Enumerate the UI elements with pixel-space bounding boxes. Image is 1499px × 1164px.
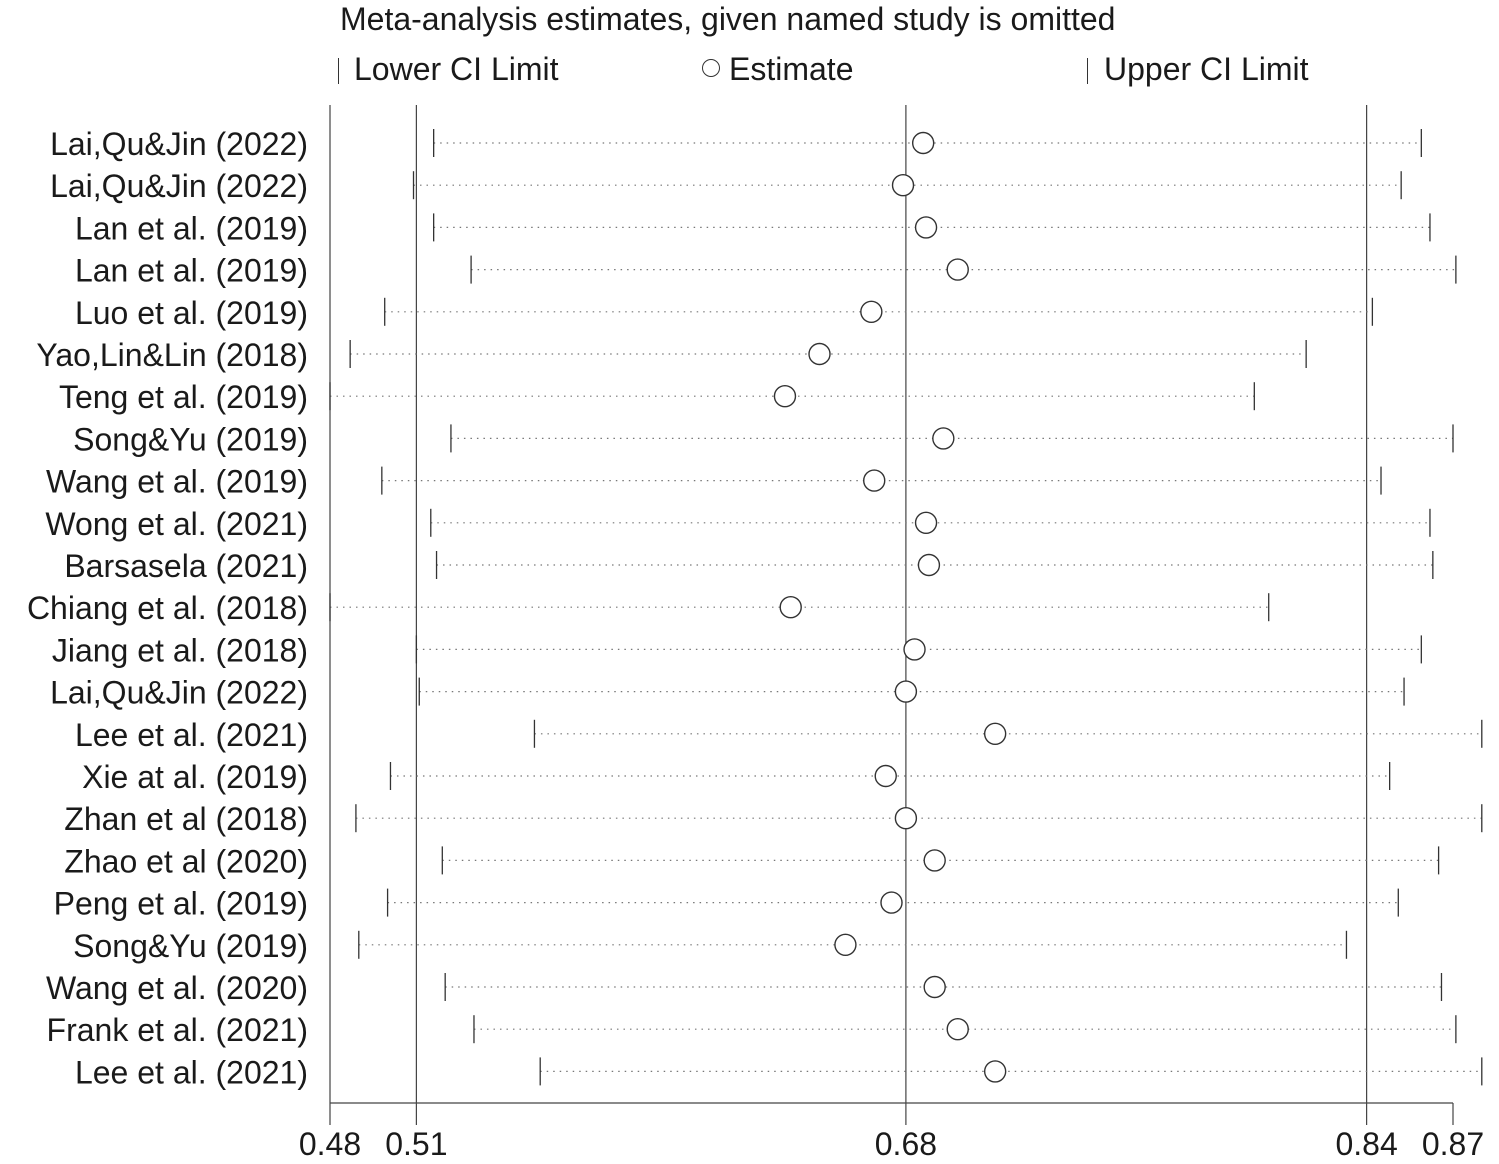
chart-title: Meta-analysis estimates, given named stu…	[340, 1, 1116, 37]
study-label: Wong et al. (2021)	[45, 506, 308, 542]
x-tick-label: 0.87	[1422, 1126, 1484, 1162]
estimate-point	[773, 385, 797, 408]
estimate-point	[914, 216, 938, 239]
x-tick-label: 0.51	[385, 1126, 447, 1162]
study-label: Yao,Lin&Lin (2018)	[36, 337, 308, 373]
estimate-point	[914, 511, 938, 534]
study-label: Song&Yu (2019)	[73, 421, 308, 457]
estimate-legend-icon	[702, 59, 720, 77]
estimate-point	[911, 131, 935, 155]
study-label: Lan et al. (2019)	[75, 253, 308, 289]
study-label: Barsasela (2021)	[64, 548, 308, 584]
estimate-point	[923, 975, 946, 999]
study-label: Teng et al. (2019)	[59, 379, 308, 415]
study-label: Wang et al. (2019)	[46, 464, 308, 500]
study-label: Xie at al. (2019)	[82, 759, 308, 795]
study-label: Lai,Qu&Jin (2022)	[50, 675, 308, 711]
lower-ci-legend-icon	[338, 58, 339, 84]
study-label: Lai,Qu&Jin (2022)	[50, 168, 308, 204]
estimate-point	[983, 1060, 1007, 1083]
x-tick-label: 0.84	[1335, 1126, 1397, 1162]
estimate-point	[808, 342, 831, 366]
estimate-point	[834, 933, 857, 956]
estimate-point	[923, 849, 946, 872]
study-label: Lan et al. (2019)	[75, 210, 308, 246]
estimate-point	[903, 638, 926, 661]
study-label: Lai,Qu&Jin (2022)	[50, 126, 308, 162]
study-label: Peng et al. (2019)	[54, 886, 308, 922]
study-label: Song&Yu (2019)	[73, 928, 308, 964]
study-label: Luo et al. (2019)	[75, 295, 308, 331]
estimate-point	[860, 300, 883, 323]
estimate-point	[874, 764, 897, 788]
upper-ci-legend-icon	[1087, 58, 1088, 84]
study-label: Lee et al. (2021)	[75, 717, 308, 753]
legend-lower-label: Lower CI Limit	[354, 51, 559, 87]
legend-upper-label: Upper CI Limit	[1104, 51, 1309, 87]
study-label: Jiang et al. (2018)	[52, 632, 308, 668]
study-label: Chiang et al. (2018)	[27, 590, 308, 626]
study-label: Zhao et al (2020)	[64, 843, 308, 879]
study-label: Zhan et al (2018)	[64, 801, 308, 837]
estimate-point	[863, 469, 886, 492]
legend-estimate-label: Estimate	[729, 51, 854, 87]
estimate-point	[917, 553, 941, 577]
estimate-point	[894, 680, 918, 703]
estimate-point	[779, 596, 802, 619]
study-label: Lee et al. (2021)	[75, 1054, 308, 1090]
study-label: Wang et al. (2020)	[46, 970, 308, 1006]
estimate-point	[946, 1017, 969, 1041]
estimate-point	[891, 173, 915, 197]
estimate-point	[946, 258, 969, 281]
x-tick-label: 0.48	[299, 1126, 361, 1162]
estimate-point	[932, 427, 955, 450]
estimate-point	[894, 807, 918, 830]
estimate-point	[880, 891, 903, 914]
estimate-point	[983, 722, 1007, 745]
x-tick-label: 0.68	[875, 1126, 937, 1162]
study-label: Frank et al. (2021)	[47, 1012, 308, 1048]
